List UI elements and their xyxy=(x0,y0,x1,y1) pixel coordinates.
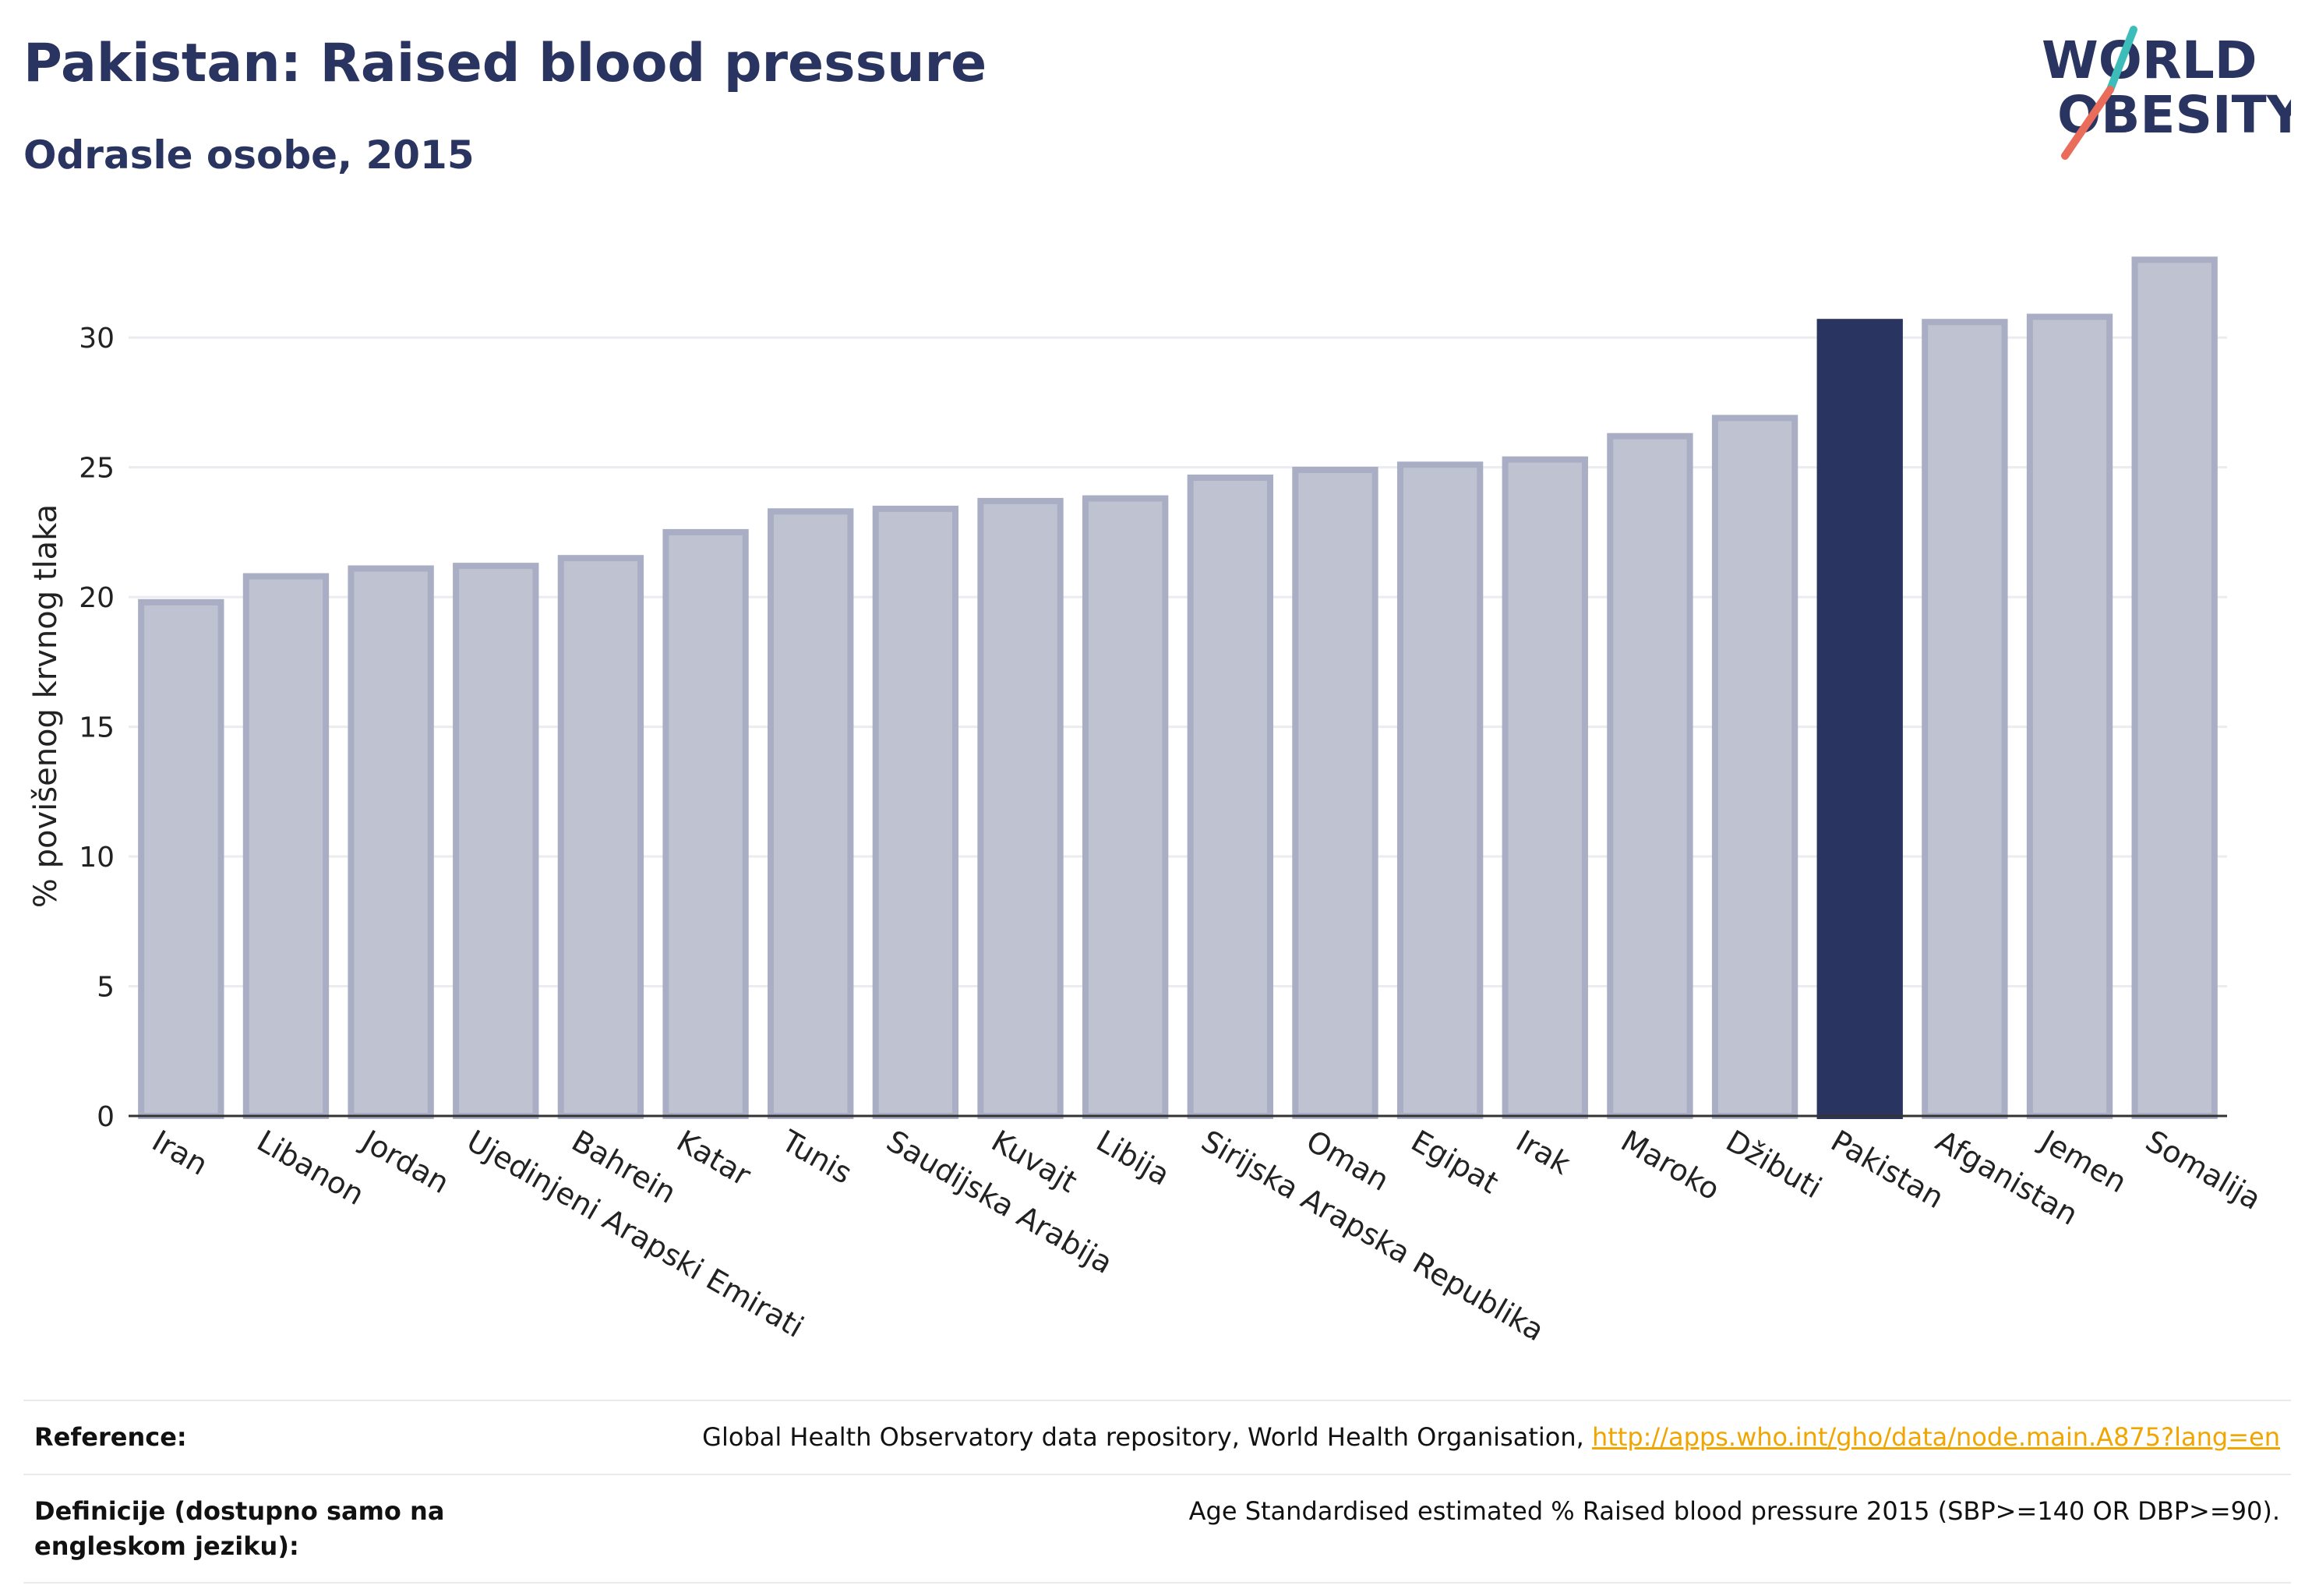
logo-slash-teal xyxy=(2106,26,2137,94)
y-tick-label: 10 xyxy=(79,842,115,874)
y-tick-label: 25 xyxy=(79,453,115,485)
x-tick-label: Egipat xyxy=(1406,1124,1505,1201)
bar xyxy=(1922,319,2008,1119)
bar xyxy=(1502,456,1588,1119)
reference-label: Reference: xyxy=(34,1422,187,1452)
bar xyxy=(1082,495,1169,1119)
reference-text: Global Health Observatory data repositor… xyxy=(702,1422,1592,1452)
y-tick-label: 0 xyxy=(97,1101,115,1133)
page-subtitle: Odrasle osobe, 2015 xyxy=(23,132,475,178)
bar xyxy=(453,563,539,1119)
y-tick-label: 30 xyxy=(79,323,115,355)
bar xyxy=(348,565,434,1119)
x-tick-label: Maroko xyxy=(1615,1124,1726,1207)
bar xyxy=(1607,433,1693,1119)
y-tick-label: 5 xyxy=(97,972,115,1004)
x-tick-label: Pakistan xyxy=(1825,1124,1950,1216)
x-tick-label: Libija xyxy=(1091,1124,1176,1192)
bar xyxy=(2026,313,2113,1120)
reference-row: Reference: Global Health Observatory dat… xyxy=(23,1400,2291,1474)
bar xyxy=(138,598,224,1119)
logo-slash-coral xyxy=(2061,86,2114,160)
x-tick-label: Džibuti xyxy=(1721,1124,1828,1206)
bar xyxy=(1292,466,1378,1119)
y-tick-label: 15 xyxy=(79,712,115,744)
footer-table: Reference: Global Health Observatory dat… xyxy=(23,1400,2291,1584)
bar xyxy=(1396,461,1484,1119)
bar xyxy=(1711,415,1798,1119)
reference-link[interactable]: http://apps.who.int/gho/data/node.main.A… xyxy=(1591,1422,2280,1452)
y-tick-label: 20 xyxy=(79,582,115,614)
logo-line1: WORLD xyxy=(2042,30,2257,90)
x-tick-label: Iran xyxy=(146,1124,214,1182)
world-obesity-logo: WORLD OBESITY xyxy=(2042,26,2291,160)
definition-row: Definicije (dostupno samo na engleskom j… xyxy=(23,1473,2291,1584)
x-tick-label: Jordan xyxy=(355,1123,454,1201)
x-tick-label: Somalija xyxy=(2140,1124,2267,1216)
bar xyxy=(2131,256,2218,1120)
x-tick-label: Katar xyxy=(671,1124,757,1193)
definition-value: Age Standardised estimated % Raised bloo… xyxy=(1188,1495,2280,1526)
x-tick-label: Libanon xyxy=(251,1124,369,1212)
bar xyxy=(1816,319,1903,1119)
y-axis-label: % povišenog krvnog tlaka xyxy=(28,504,64,908)
bar xyxy=(242,573,330,1119)
page-title: Pakistan: Raised blood pressure xyxy=(23,33,987,94)
bar xyxy=(557,555,644,1119)
reference-value: Global Health Observatory data repositor… xyxy=(595,1420,2280,1455)
definition-label: Definicije (dostupno samo na engleskom j… xyxy=(34,1495,445,1561)
bar xyxy=(872,505,959,1119)
bar xyxy=(662,528,749,1119)
bar xyxy=(768,508,854,1119)
bar xyxy=(1187,474,1273,1119)
x-tick-label: Tunis xyxy=(775,1123,858,1191)
bar xyxy=(977,497,1064,1119)
x-tick-label: Irak xyxy=(1510,1124,1576,1181)
